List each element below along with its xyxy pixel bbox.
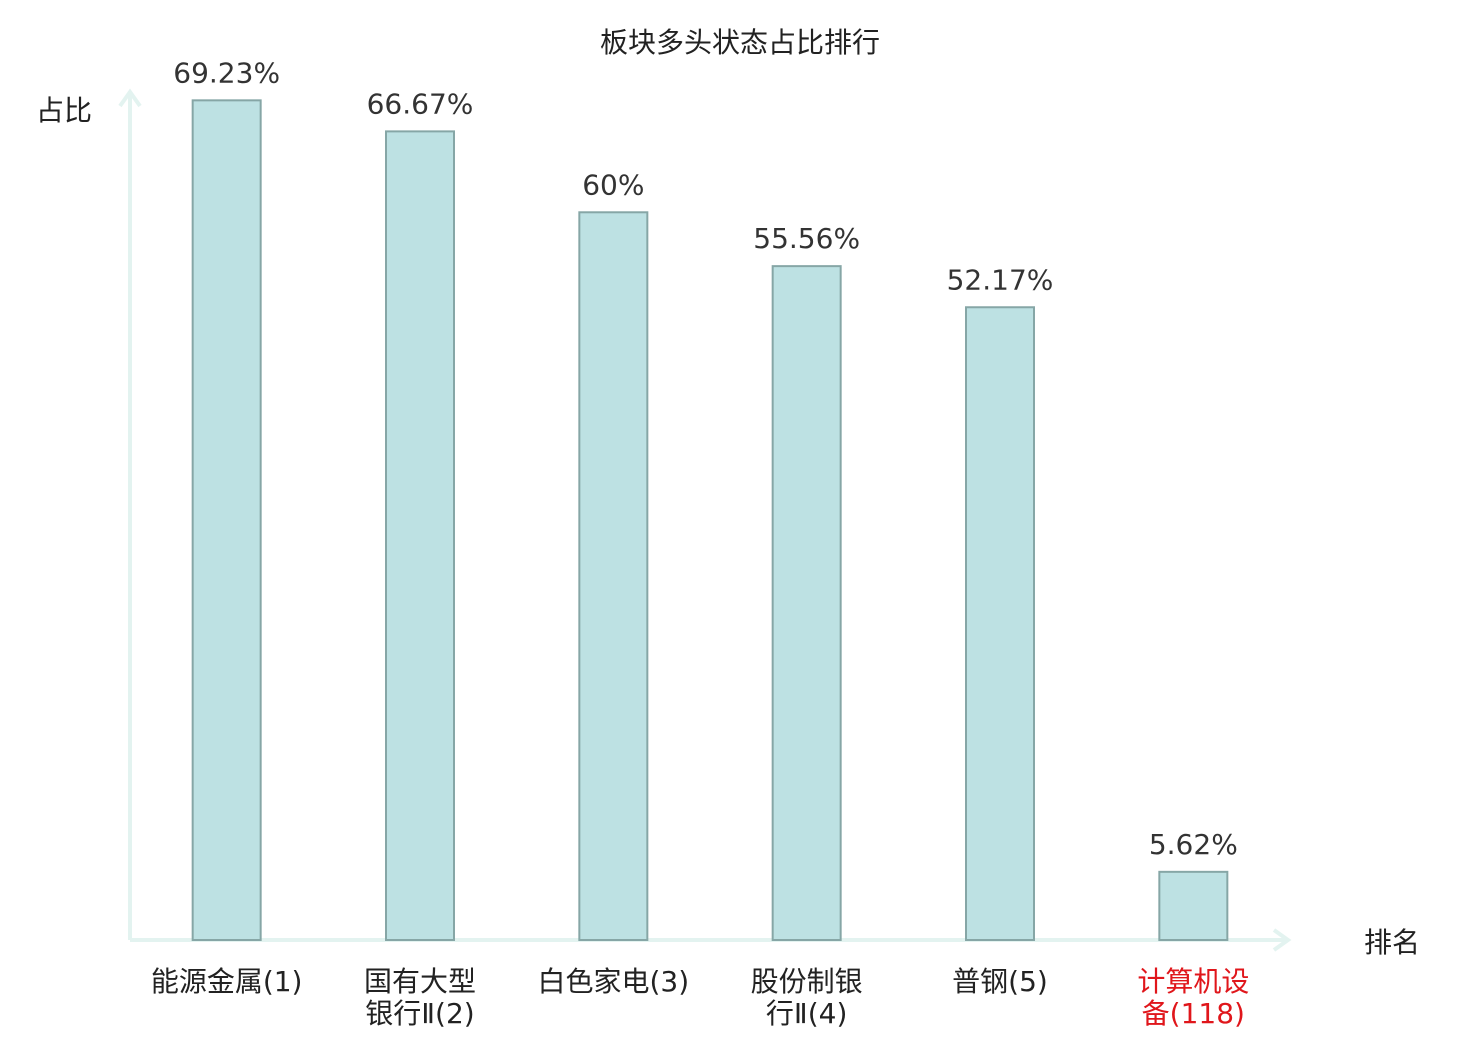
chart-title: 板块多头状态占比排行	[600, 26, 880, 59]
value-label: 66.67%	[367, 87, 474, 120]
y-axis-label: 占比	[36, 94, 92, 127]
value-label: 60%	[582, 168, 644, 201]
axes	[118, 88, 1292, 952]
x-tick-label: 普钢(5)	[952, 965, 1048, 998]
value-label: 52.17%	[947, 263, 1054, 296]
x-tick-label: 股份制银 行Ⅱ(4)	[750, 965, 863, 1030]
x-tick-label: 白色家电(3)	[537, 965, 690, 998]
bar	[1158, 870, 1229, 941]
bar	[965, 306, 1035, 941]
bar	[385, 130, 455, 942]
x-tick-label: 能源金属(1)	[150, 965, 303, 998]
value-label: 69.23%	[173, 56, 280, 89]
x-axis-label: 排名	[1364, 926, 1420, 959]
bar	[771, 265, 842, 941]
x-axis-arrow	[1272, 928, 1292, 952]
y-axis-arrow	[118, 88, 142, 108]
x-tick-label: 国有大型 银行Ⅱ(2)	[363, 965, 476, 1030]
x-tick-label: 计算机设 备(118)	[1137, 965, 1250, 1030]
bar	[191, 99, 262, 942]
value-label: 5.62%	[1149, 828, 1238, 861]
value-label: 55.56%	[753, 222, 860, 255]
bar	[578, 211, 649, 942]
